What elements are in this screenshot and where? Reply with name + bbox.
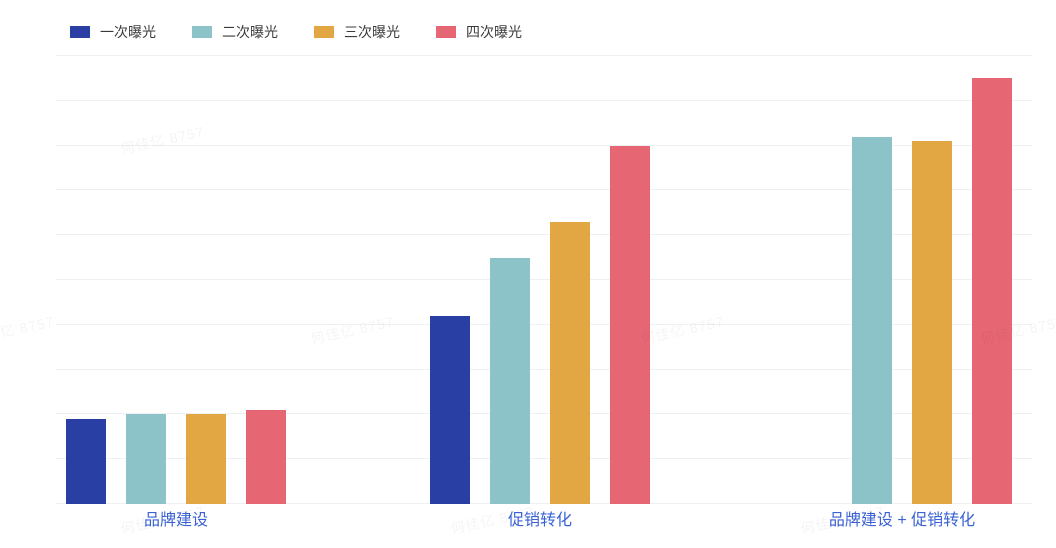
bar [972,78,1012,504]
bar-group [66,410,286,504]
watermark: 何佳亿 8757 [0,311,56,348]
legend-swatch [436,26,456,38]
legend-label: 四次曝光 [466,22,522,42]
legend-item: 四次曝光 [436,22,522,42]
plot-area [56,56,1032,504]
legend-item: 二次曝光 [192,22,278,42]
bar [246,410,286,504]
bar [66,419,106,504]
bar [490,258,530,504]
legend-item: 三次曝光 [314,22,400,42]
legend-swatch [314,26,334,38]
bar [430,316,470,504]
legend-swatch [192,26,212,38]
exposure-bar-chart: 一次曝光 二次曝光 三次曝光 四次曝光 品牌建设促销转化品牌建设 + 促销转化 … [0,0,1056,548]
bar-group [430,146,650,504]
bar [550,222,590,504]
bar [852,137,892,504]
x-axis-label: 品牌建设 [144,506,208,530]
x-axis-label: 促销转化 [508,506,572,530]
bar [126,414,166,504]
legend-item: 一次曝光 [70,22,156,42]
legend-label: 二次曝光 [222,22,278,42]
bar [912,141,952,504]
legend: 一次曝光 二次曝光 三次曝光 四次曝光 [70,22,522,42]
legend-swatch [70,26,90,38]
gridline [56,55,1032,56]
bar-group [792,78,1012,504]
x-axis-label: 品牌建设 + 促销转化 [829,506,975,530]
bar [186,414,226,504]
bar [610,146,650,504]
legend-label: 三次曝光 [344,22,400,42]
legend-label: 一次曝光 [100,22,156,42]
